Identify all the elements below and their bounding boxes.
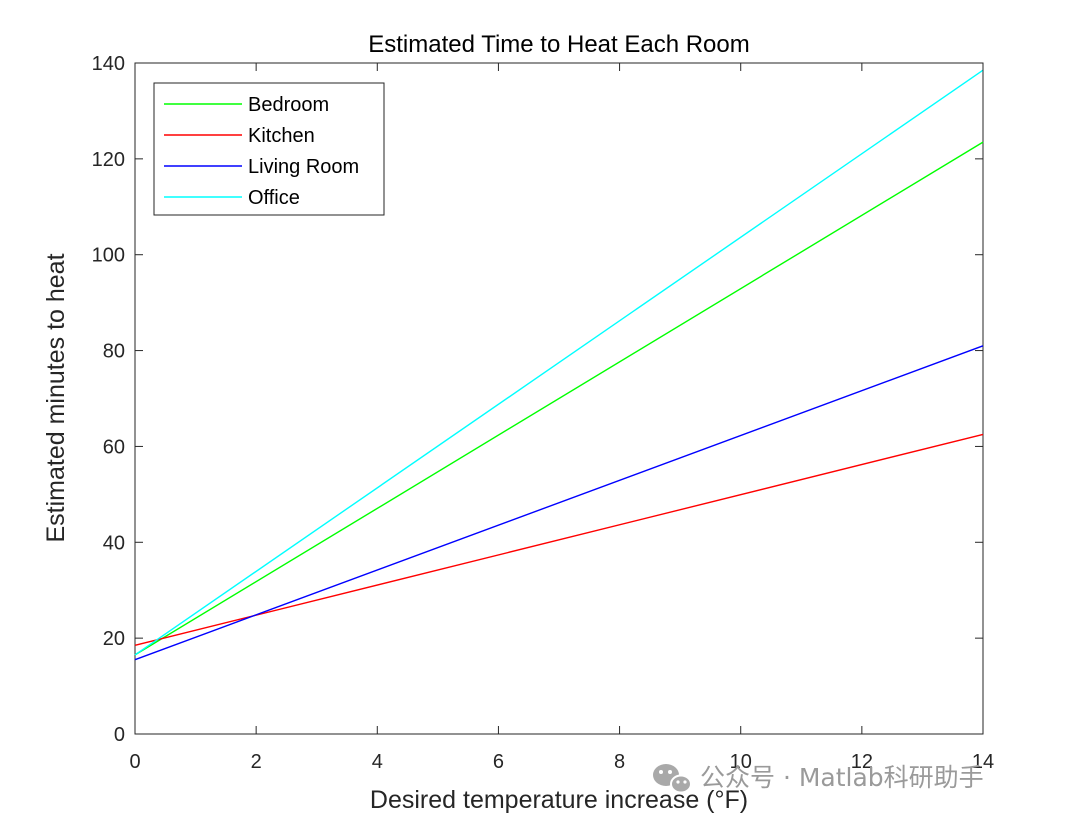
- legend-item-kitchen: Kitchen: [164, 125, 315, 147]
- x-tick-label: 12: [851, 751, 873, 773]
- y-tick-label: 40: [103, 532, 125, 554]
- y-axis: 0 20 40 60 80 100 120 140: [92, 53, 983, 746]
- x-tick-label: 8: [614, 751, 625, 773]
- y-tick-label: 100: [92, 245, 125, 267]
- series-layer: [134, 69, 984, 661]
- legend-item-office: Office: [164, 187, 300, 209]
- x-tick-label: 10: [730, 751, 752, 773]
- y-tick-label: 20: [103, 628, 125, 650]
- x-axis-label: Desired temperature increase (°F): [370, 786, 748, 814]
- x-tick-label: 6: [493, 751, 504, 773]
- legend-item-bedroom: Bedroom: [164, 94, 329, 116]
- chart-title: Estimated Time to Heat Each Room: [368, 31, 750, 58]
- x-tick-label: 14: [972, 751, 994, 773]
- watermark-text: 公众号 · Matlab科研助手: [700, 763, 984, 792]
- legend-label: Living Room: [248, 156, 359, 178]
- y-tick-label: 120: [92, 149, 125, 171]
- watermark: 公众号 · Matlab科研助手: [653, 763, 984, 794]
- y-tick-label: 80: [103, 341, 125, 363]
- x-tick-label: 2: [251, 751, 262, 773]
- y-tick-label: 0: [114, 724, 125, 746]
- series-line-kitchen: [134, 433, 984, 646]
- y-tick-label: 60: [103, 436, 125, 458]
- legend-label: Kitchen: [248, 125, 315, 147]
- x-tick-label: 4: [372, 751, 383, 773]
- wechat-icon: [653, 764, 692, 794]
- series-line-living-room: [134, 345, 984, 661]
- legend-label: Office: [248, 187, 300, 209]
- x-axis: 0 2 4 6 8 10 12 14: [129, 63, 994, 773]
- legend: Bedroom Kitchen Living Room Office: [153, 82, 385, 216]
- y-axis-label: Estimated minutes to heat: [42, 253, 70, 542]
- x-tick-label: 0: [129, 751, 140, 773]
- y-tick-label: 140: [92, 53, 125, 75]
- legend-box: [153, 82, 385, 216]
- legend-item-living-room: Living Room: [164, 156, 359, 178]
- legend-label: Bedroom: [248, 94, 329, 116]
- series-line-bedroom: [134, 141, 984, 656]
- series-line-office: [134, 69, 984, 656]
